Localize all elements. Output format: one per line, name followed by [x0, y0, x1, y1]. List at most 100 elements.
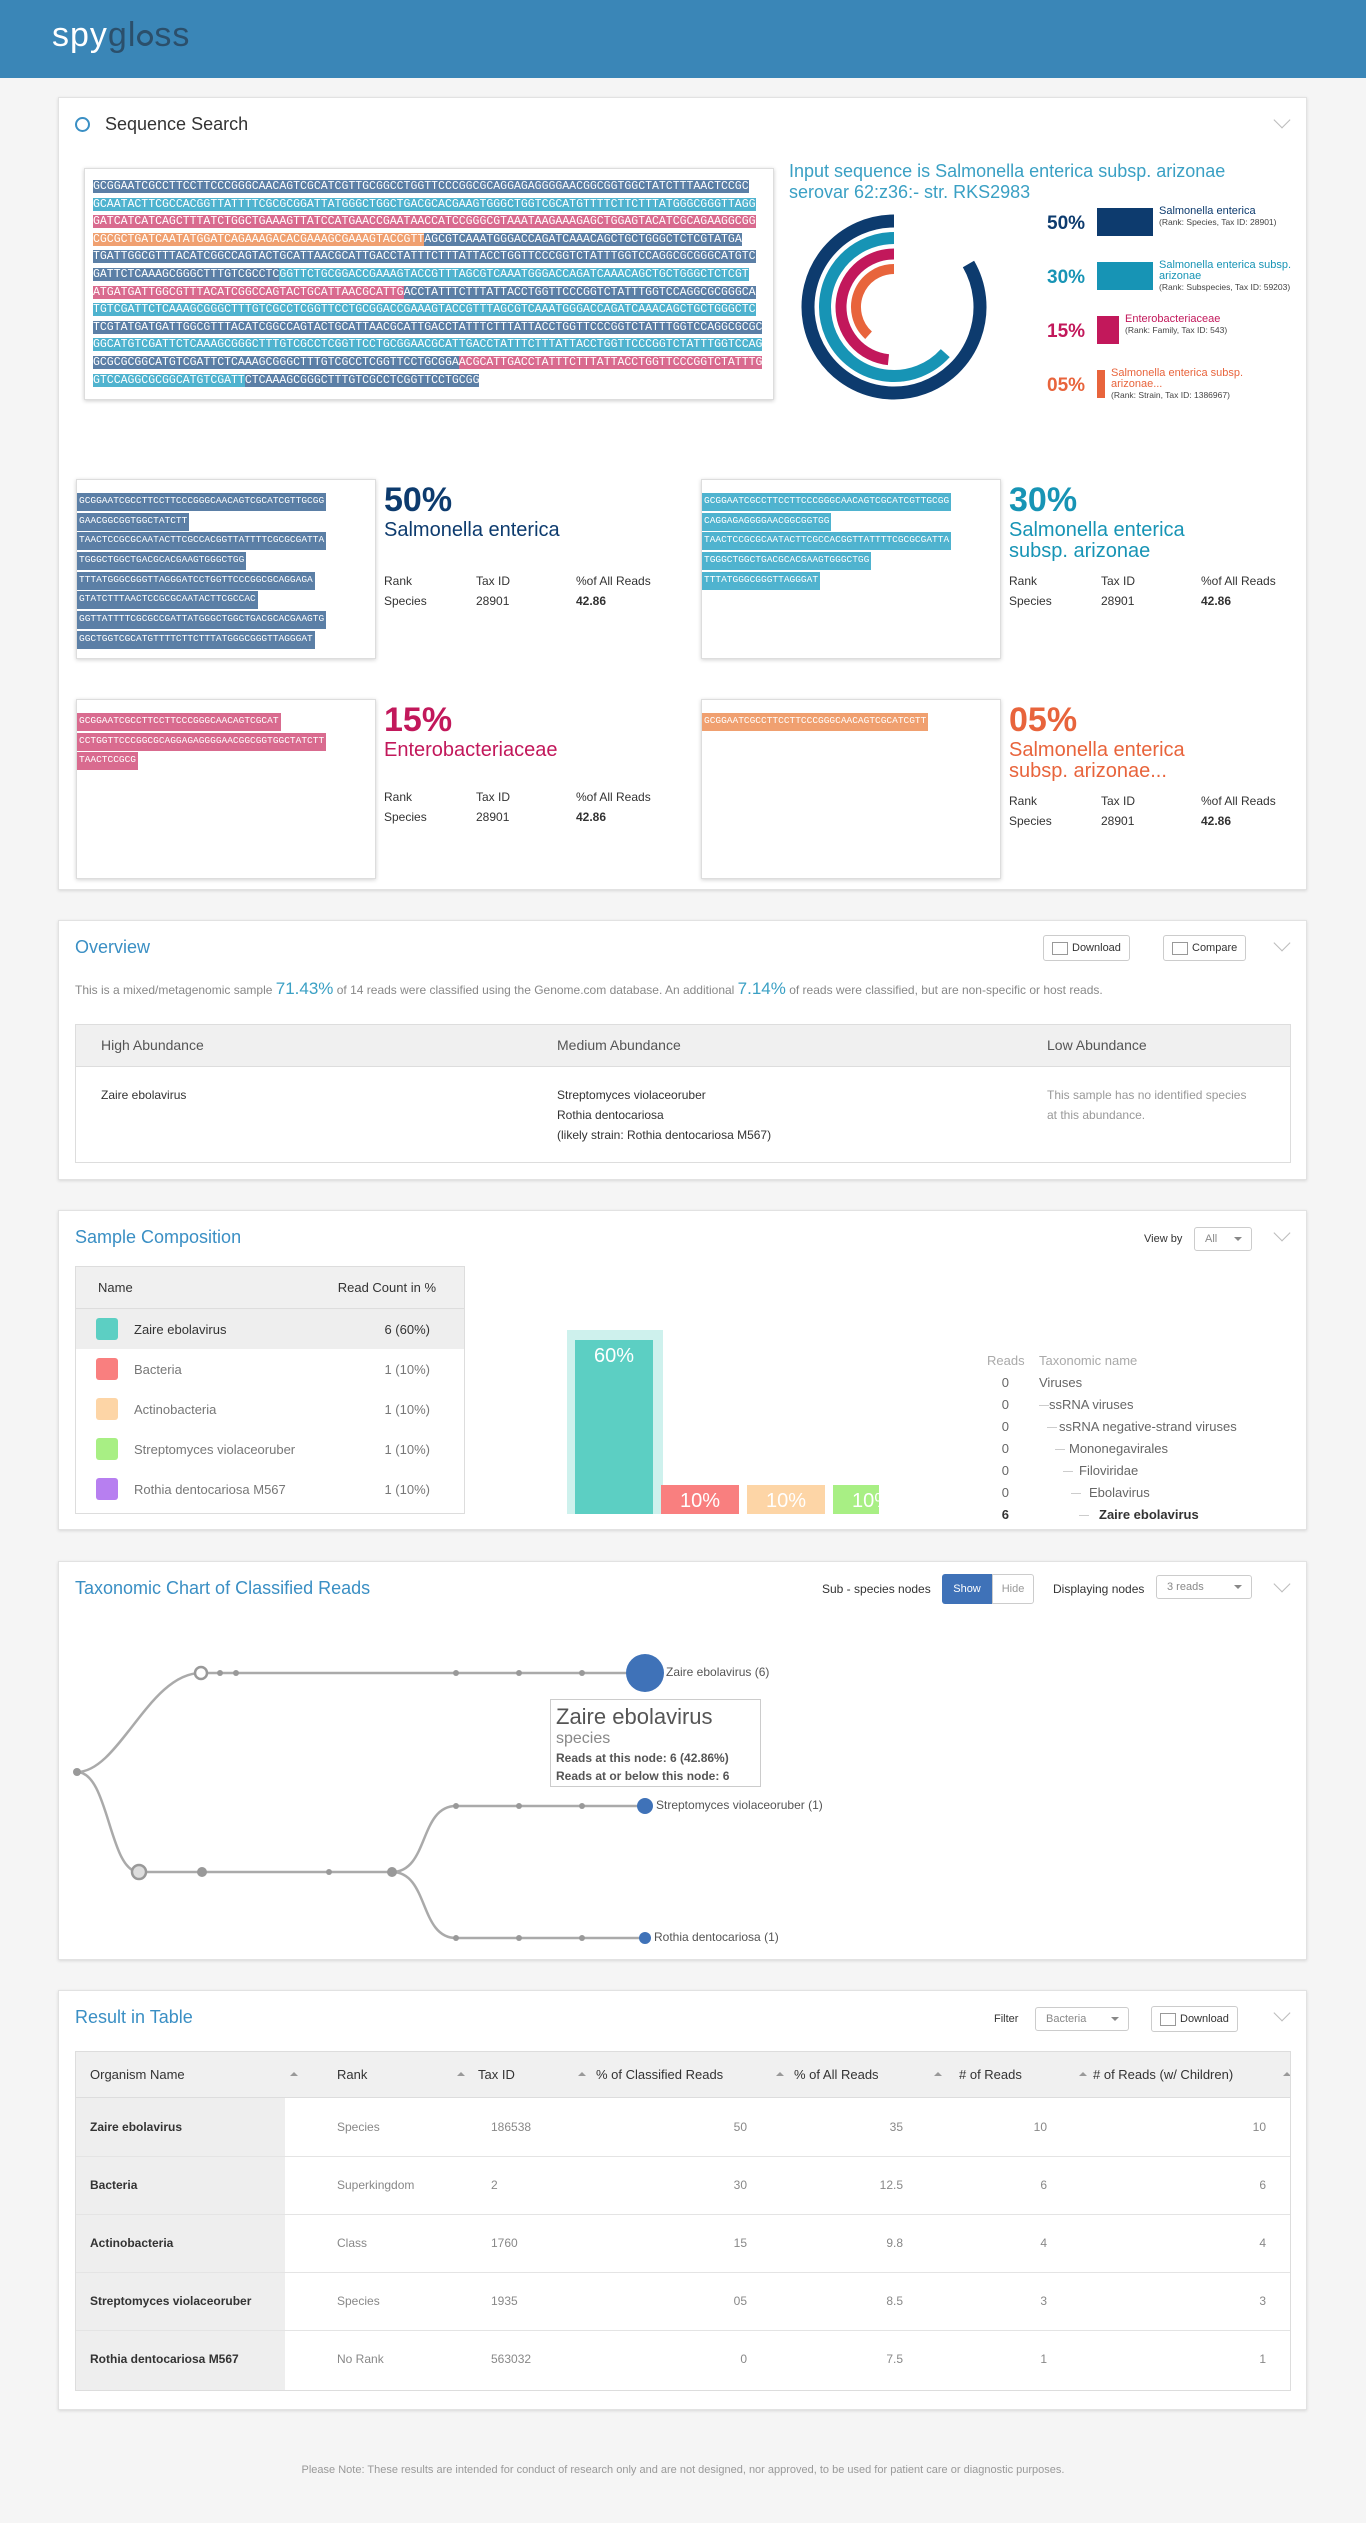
column-header[interactable]: # of Reads	[959, 2067, 1022, 2082]
card-line: TAACTCCGCGCAATACTTCGCCACGGTTATTTTCGCGCGA…	[77, 532, 327, 551]
hide-button[interactable]: Hide	[992, 1574, 1034, 1604]
table-cell: 563032	[491, 2352, 532, 2366]
card-label: Tax ID	[476, 574, 511, 588]
node[interactable]	[453, 1670, 459, 1676]
reads-count: 6	[1001, 1507, 1009, 1522]
node[interactable]	[217, 1670, 223, 1676]
table-row[interactable]: Bacteria 1 (10%)	[76, 1349, 464, 1389]
leaf-node[interactable]	[639, 1932, 651, 1944]
sort-icon[interactable]	[1283, 2068, 1290, 2076]
filter-select[interactable]: Bacteria	[1035, 2007, 1129, 2031]
sequence-line: GGCATGTCGATTCTCAAAGCGGGCTTTGTCGCCTCGGTTC…	[93, 336, 765, 354]
footer-note: Please Note: These results are intended …	[301, 2464, 1065, 2476]
column-header[interactable]: Organism Name	[90, 2067, 185, 2082]
node[interactable]	[516, 1935, 522, 1941]
node[interactable]	[73, 1768, 81, 1776]
table-row[interactable]: Zaire ebolavirus 6 (60%)	[76, 1309, 464, 1349]
card-line: GCGGAATCGCCTTCCTTCCCGGGCAACAGTCGCATCGTTG…	[702, 493, 952, 511]
taxon-name: Viruses	[1039, 1375, 1083, 1390]
bar	[575, 1340, 653, 1514]
logo-lens	[137, 30, 154, 46]
sort-icon[interactable]	[776, 2068, 784, 2076]
logo[interactable]: spygl ss	[52, 16, 190, 55]
node[interactable]	[516, 1670, 522, 1676]
collapse[interactable]	[1273, 2004, 1291, 2022]
table-cell: 12.5	[879, 2178, 903, 2192]
card-line: GAACGGCGGTGGCTATCTT	[77, 512, 190, 531]
node[interactable]	[579, 1935, 585, 1941]
collapse[interactable]	[1273, 1224, 1291, 1242]
view-by-select[interactable]: All	[1194, 1227, 1252, 1251]
logo-part: gl	[107, 16, 137, 54]
node[interactable]	[453, 1935, 459, 1941]
show-button[interactable]: Show	[942, 1574, 992, 1604]
leaf-node[interactable]	[637, 1798, 653, 1814]
card-label: Rank	[1009, 574, 1038, 588]
column-header[interactable]: # of Reads (w/ Children)	[1093, 2067, 1234, 2082]
cell-line: This sample has no identified species	[1047, 1088, 1247, 1102]
table-row[interactable]: Actinobacteria 1 (10%)	[76, 1389, 464, 1429]
node[interactable]	[453, 1803, 459, 1809]
tooltip: Zaire ebolavirus species Reads at this n…	[550, 1699, 761, 1787]
sort-icon[interactable]	[934, 2068, 942, 2076]
compare-button[interactable]: Compare	[1163, 935, 1247, 961]
displaying-select[interactable]: 3 reads	[1156, 1575, 1252, 1599]
card-label: %of All Reads	[576, 574, 651, 588]
table-row[interactable]: Rothia dentocariosa M567 1 (10%)	[76, 1469, 464, 1509]
node[interactable]	[197, 1867, 207, 1877]
legend-percent: 15%	[1047, 321, 1086, 342]
reads-count: 0	[1001, 1441, 1009, 1456]
node[interactable]	[233, 1670, 239, 1676]
sort-icon[interactable]	[1079, 2068, 1087, 2076]
summary-text: of reads were classified, but are non-sp…	[785, 983, 1103, 997]
column-header[interactable]: % of Classified Reads	[596, 2067, 724, 2082]
sequence-segment: GATCATCATCAGCTTTATCTGGCTGAAAGTTATCCATGAA…	[93, 215, 756, 229]
column-header[interactable]: Rank	[337, 2067, 368, 2082]
node[interactable]	[516, 1803, 522, 1809]
sort-icon[interactable]	[578, 2068, 586, 2076]
collapse[interactable]	[1273, 934, 1291, 952]
composition-table: Name Read Count in % Zaire ebolavirus 6 (60…	[75, 1266, 465, 1514]
table-cell: 3	[1040, 2294, 1047, 2308]
collapse[interactable]	[1273, 111, 1291, 129]
table-cell: 6	[1040, 2178, 1047, 2192]
table-cell: Superkingdom	[337, 2178, 415, 2192]
table-cell: 10	[1252, 2120, 1266, 2134]
card-value: 42.86	[1201, 594, 1232, 608]
node[interactable]	[387, 1867, 397, 1877]
node[interactable]	[326, 1869, 332, 1875]
edge	[76, 1671, 645, 1774]
card-sequence: GCGGAATCGCCTTCCTTCCCGGGCAACAGTCGCATCGTTG…	[76, 479, 376, 659]
sequence-segment: AGCGTCAAATGGGACCAGATCAAACAGCTGCTGGGCTCTC…	[424, 232, 742, 246]
node[interactable]	[193, 1665, 209, 1681]
card-label: Rank	[1009, 794, 1038, 808]
list-header: Reads	[987, 1353, 1025, 1368]
download-button[interactable]: Download	[1151, 2006, 1238, 2032]
card-line: GCGGAATCGCCTTCCTTCCCGGGCAACAGTCGCAT	[77, 713, 281, 731]
card-line: TGGGCTGGCTGACGCACGAAGTGGGCTGG	[77, 552, 247, 571]
panel-title: Sequence Search	[105, 114, 249, 134]
table-cell: 0	[740, 2352, 747, 2366]
node[interactable]	[579, 1803, 585, 1809]
card-value: Species	[384, 810, 427, 824]
donut-arc	[819, 232, 950, 382]
node[interactable]	[130, 1863, 148, 1881]
sort-icon[interactable]	[457, 2068, 465, 2076]
node[interactable]	[579, 1670, 585, 1676]
column-header[interactable]: % of All Reads	[794, 2067, 879, 2082]
row-name: Streptomyces violaceoruber	[134, 1442, 296, 1457]
column-header[interactable]: Tax ID	[478, 2067, 515, 2082]
displaying-label: Displaying nodes	[1053, 1582, 1145, 1596]
sort-icon[interactable]	[290, 2068, 298, 2076]
edge	[76, 1770, 392, 1874]
table-row[interactable]: Streptomyces violaceoruber 1 (10%)	[76, 1429, 464, 1469]
leaf-node[interactable]	[626, 1654, 664, 1692]
card-value: 42.86	[1201, 814, 1232, 828]
result-table-panel: Result in Table Filter Bacteria Download…	[58, 1990, 1307, 2410]
table-cell: 1760	[491, 2236, 518, 2250]
card-line: TGGGCTGGCTGACGCACGAAGTGGGCTGG	[702, 552, 872, 571]
reads-count: 0	[1001, 1419, 1009, 1434]
legend-swatch	[1097, 370, 1105, 398]
download-button[interactable]: Download	[1043, 935, 1130, 961]
result-title: Input sequence is Salmonella enterica su…	[789, 161, 1226, 202]
